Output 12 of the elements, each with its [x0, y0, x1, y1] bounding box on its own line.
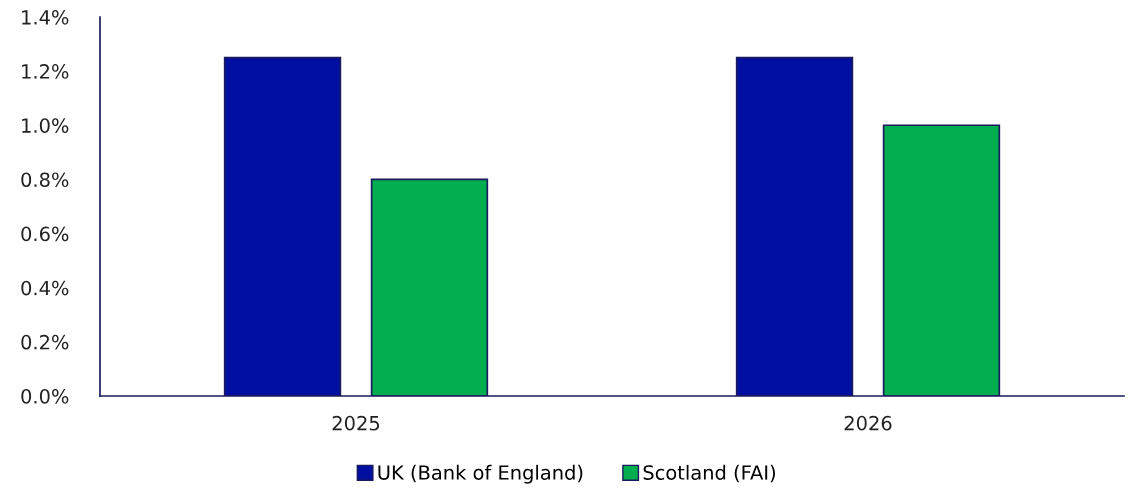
y-tick-label: 0.0%: [21, 388, 69, 404]
legend-label: UK (Bank of England): [378, 464, 583, 484]
x-tick-label: 2026: [844, 415, 892, 431]
y-tick-label: 1.4%: [22, 9, 69, 25]
legend-label: Scotland (FAI): [643, 464, 775, 483]
y-tick-label: 1.0%: [22, 118, 69, 133]
x-tick-label: 2025: [332, 415, 380, 431]
y-tick-label: 1.2%: [22, 64, 69, 79]
y-tick-label: 0.8%: [21, 172, 69, 188]
y-tick-label: 0.6%: [21, 226, 69, 242]
y-tick-label: 0.4%: [21, 280, 69, 296]
y-tick-label: 0.2%: [21, 334, 69, 350]
